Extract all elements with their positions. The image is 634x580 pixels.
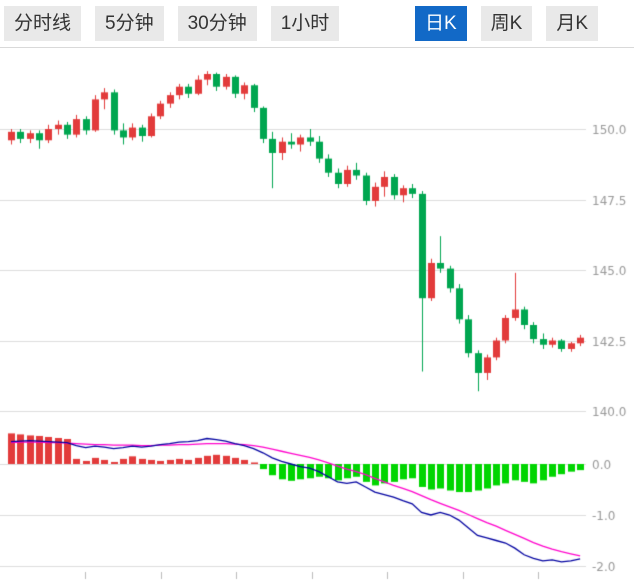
tab-30min[interactable]: 30分钟 <box>177 6 257 41</box>
candlestick-macd-chart[interactable] <box>0 48 634 580</box>
tab-weekly-k[interactable]: 周K <box>480 6 533 41</box>
tab-time-share-line[interactable]: 分时线 <box>4 6 82 41</box>
timeframe-toolbar: 分时线 5分钟 30分钟 1小时 日K 周K 月K <box>0 0 634 48</box>
tab-5min[interactable]: 5分钟 <box>95 6 164 41</box>
tab-monthly-k[interactable]: 月K <box>546 6 598 41</box>
tab-daily-k[interactable]: 日K <box>414 6 467 41</box>
chart-area <box>0 48 634 580</box>
tab-1hour[interactable]: 1小时 <box>270 6 340 41</box>
